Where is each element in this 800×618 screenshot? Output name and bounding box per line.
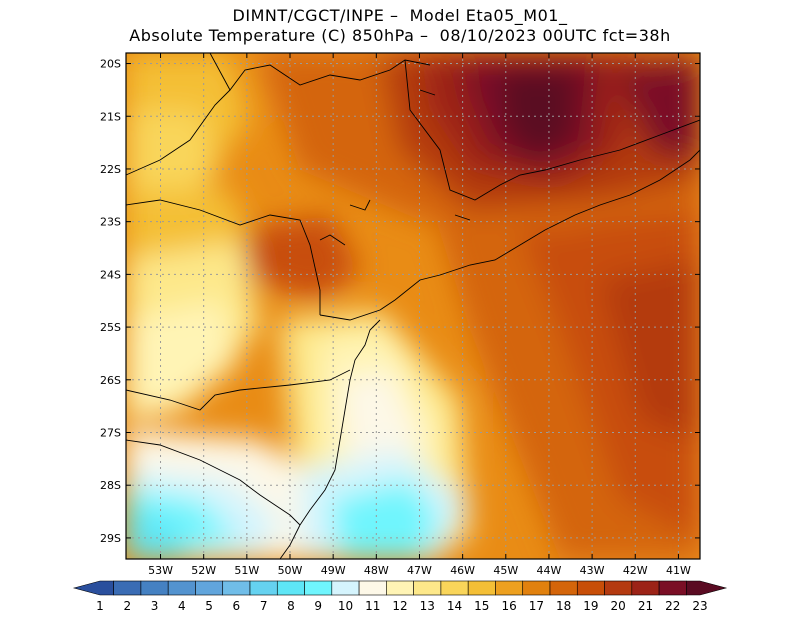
colorbar-swatch — [413, 580, 442, 596]
colorbar-swatch — [140, 580, 169, 596]
colorbar-label: 7 — [260, 599, 268, 613]
colorbar-swatch — [304, 580, 333, 596]
colorbar-label: 13 — [420, 599, 435, 613]
lat-label: 24S — [100, 268, 121, 281]
colorbar-swatch — [440, 580, 469, 596]
colorbar: 1 2 3 4 5 6 7 8 9 10 11 12 13 14 15 16 17 18 19 20 21 22 23 — [72, 580, 728, 613]
colorbar-label: 22 — [665, 599, 680, 613]
lon-label: 49W — [321, 564, 346, 577]
graticule — [126, 53, 700, 559]
colorbar-swatch — [631, 580, 660, 596]
colorbar-label: 10 — [338, 599, 353, 613]
map-frame — [125, 52, 701, 560]
colorbar-swatch — [576, 580, 605, 596]
colorbar-swatch — [167, 580, 196, 596]
lon-label: 47W — [407, 564, 432, 577]
lat-label: 20S — [100, 58, 121, 71]
lon-label: 48W — [364, 564, 389, 577]
lon-label: 45W — [493, 564, 518, 577]
colorbar-swatch — [386, 580, 414, 596]
lat-label: 23S — [100, 216, 121, 229]
colorbar-label: 17 — [529, 599, 544, 613]
colorbar-swatch — [495, 580, 524, 596]
colorbar-label: 2 — [123, 599, 131, 613]
lon-label: 52W — [191, 564, 216, 577]
latitude-labels: 20S 21S 22S 23S 24S 25S 26S 27S 28S 29S — [100, 58, 700, 545]
lon-label: 41W — [666, 564, 691, 577]
colorbar-label: 21 — [638, 599, 653, 613]
colorbar-swatch — [113, 580, 142, 596]
lon-label: 50W — [278, 564, 303, 577]
colorbar-swatch — [549, 580, 578, 596]
colorbar-label: 14 — [447, 599, 462, 613]
colorbar-swatch — [276, 580, 305, 596]
colorbar-label: 11 — [365, 599, 380, 613]
colorbar-label: 1 — [96, 599, 104, 613]
colorbar-swatch — [604, 580, 633, 596]
lat-label: 25S — [100, 321, 121, 334]
temperature-field — [126, 53, 700, 559]
colorbar-label: 4 — [178, 599, 186, 613]
colorbar-label: 12 — [392, 599, 407, 613]
lon-label: 42W — [623, 564, 648, 577]
colorbar-swatch — [358, 580, 387, 596]
lat-label: 28S — [100, 479, 121, 492]
colorbar-label: 5 — [205, 599, 213, 613]
colorbar-swatch — [522, 580, 551, 596]
colorbar-label: 9 — [314, 599, 322, 613]
colorbar-label: 20 — [611, 599, 626, 613]
colorbar-swatch — [72, 580, 114, 596]
lon-label: 44W — [537, 564, 562, 577]
lat-label: 26S — [100, 374, 121, 387]
lon-label: 51W — [234, 564, 259, 577]
lon-label: 53W — [148, 564, 173, 577]
lat-label: 29S — [100, 532, 121, 545]
colorbar-label: 19 — [583, 599, 598, 613]
colorbar-label: 23 — [692, 599, 707, 613]
colorbar-swatch — [249, 580, 278, 596]
colorbar-label: 3 — [151, 599, 159, 613]
lat-label: 22S — [100, 163, 121, 176]
political-borders — [126, 53, 700, 559]
colorbar-swatch — [222, 580, 251, 596]
title-line-2: Absolute Temperature (C) 850hPa – 08/10/… — [129, 26, 671, 45]
title-line-1: DIMNT/CGCT/INPE – Model Eta05_M01_ — [232, 6, 568, 25]
lon-label: 43W — [580, 564, 605, 577]
lat-label: 27S — [100, 427, 121, 440]
lat-label: 21S — [100, 110, 121, 123]
colorbar-label: 18 — [556, 599, 571, 613]
colorbar-swatch — [467, 580, 496, 596]
colorbar-label: 15 — [474, 599, 489, 613]
colorbar-swatch — [658, 580, 687, 596]
colorbar-swatch — [195, 580, 224, 596]
colorbar-label: 8 — [287, 599, 295, 613]
colorbar-swatch — [686, 580, 728, 596]
colorbar-label: 6 — [233, 599, 241, 613]
lon-label: 46W — [450, 564, 475, 577]
colorbar-swatch — [331, 580, 360, 596]
longitude-labels: 53W 52W 51W 50W 49W 48W 47W 46W 45W 44W 43W 42W 41W — [148, 53, 691, 577]
colorbar-label: 16 — [501, 599, 516, 613]
